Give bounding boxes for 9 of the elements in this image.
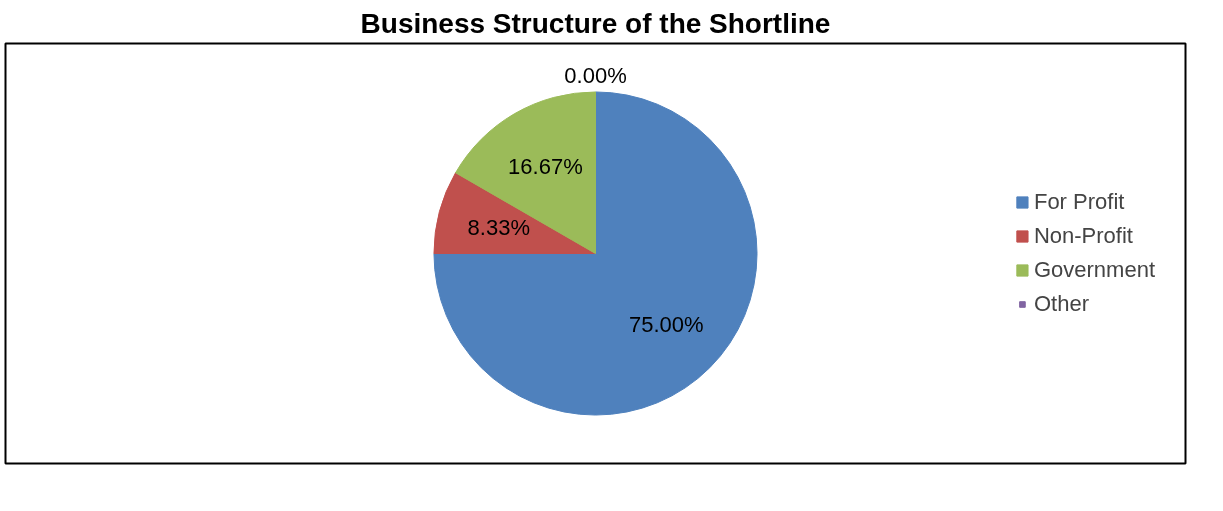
legend-label: Government bbox=[1033, 257, 1155, 283]
data-label: 75.00% bbox=[629, 311, 704, 337]
legend-label: Other bbox=[1033, 291, 1089, 317]
data-label: 16.67% bbox=[508, 154, 583, 180]
legend-label: For Profit bbox=[1033, 189, 1125, 215]
data-label: 8.33% bbox=[467, 215, 530, 241]
chart-title: Business Structure of the Shortline bbox=[360, 7, 831, 39]
legend-label: Non-Profit bbox=[1033, 223, 1133, 249]
text: 0.00% bbox=[564, 63, 627, 89]
